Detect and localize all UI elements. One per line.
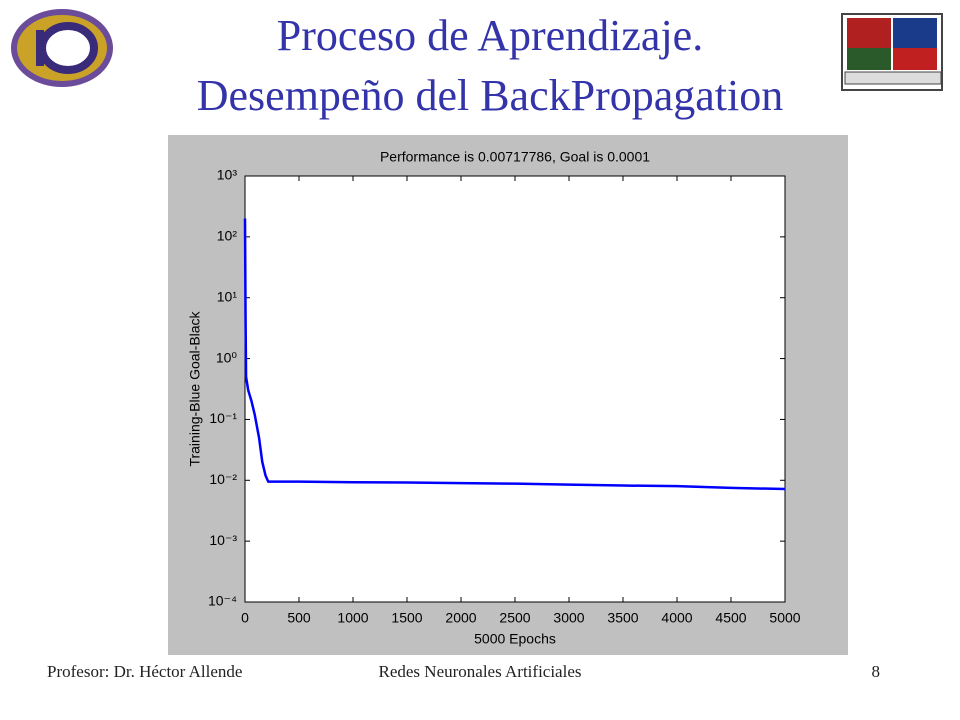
page-number: 8: [872, 662, 881, 681]
slide-title: Proceso de Aprendizaje.: [277, 11, 703, 60]
y-tick-label: 10⁻³: [209, 532, 237, 548]
y-tick-label: 10²: [217, 228, 238, 244]
y-tick-label: 10⁰: [216, 349, 238, 365]
x-tick-label: 500: [287, 610, 311, 626]
y-tick-label: 10⁻¹: [209, 410, 237, 426]
x-tick-label: 3500: [607, 610, 638, 626]
x-tick-label: 4000: [661, 610, 692, 626]
y-tick-label: 10³: [217, 167, 238, 183]
plot-area: [244, 175, 786, 603]
x-tick-label: 4500: [715, 610, 746, 626]
line-series: [243, 218, 786, 491]
footer-center: Redes Neuronales Artificiales: [379, 662, 582, 681]
x-tick-label: 2500: [499, 610, 530, 626]
y-tick-label: 10⁻⁴: [208, 593, 237, 609]
logo-left: [11, 9, 113, 87]
footer-left: Profesor: Dr. Héctor Allende: [47, 662, 242, 681]
x-tick-label: 1500: [391, 610, 422, 626]
y-tick-label: 10¹: [217, 288, 238, 304]
y-axis-label: Training-Blue Goal-Black: [187, 310, 203, 466]
x-axis-label: 5000 Epochs: [474, 631, 556, 647]
x-tick-label: 1000: [337, 610, 368, 626]
logo-right: [841, 13, 943, 91]
x-tick-label: 3000: [553, 610, 584, 626]
y-tick-label: 10⁻²: [209, 471, 237, 487]
chart-title: Performance is 0.00717786, Goal is 0.000…: [380, 149, 650, 165]
x-tick-label: 0: [241, 610, 249, 626]
x-tick-label: 2000: [445, 610, 476, 626]
x-tick-label: 5000: [769, 610, 800, 626]
slide-title: Desempeño del BackPropagation: [197, 71, 784, 120]
